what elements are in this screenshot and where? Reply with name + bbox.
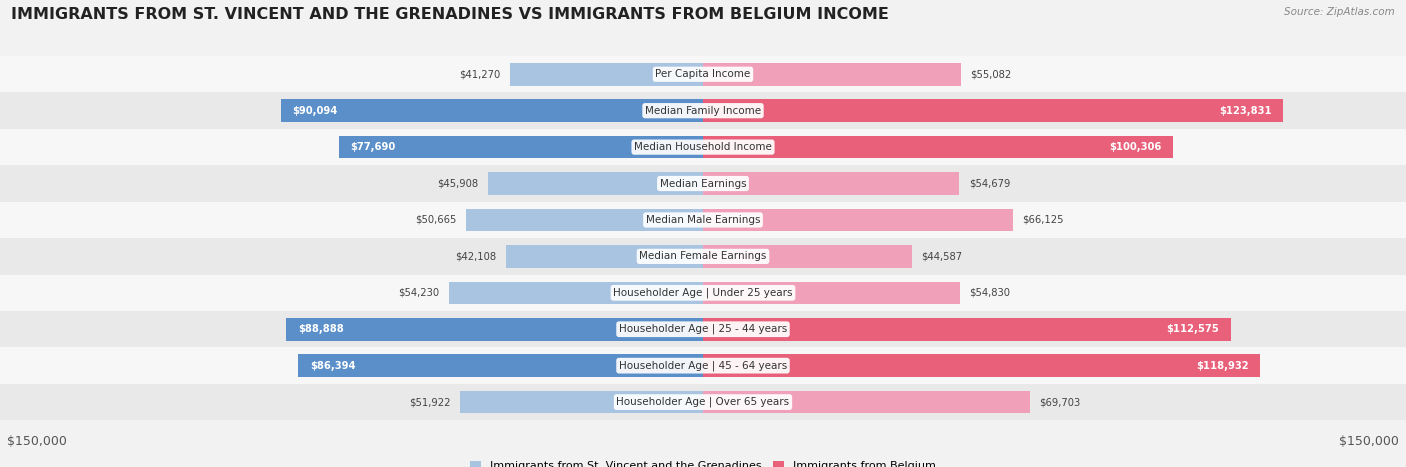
Text: $54,679: $54,679	[969, 178, 1010, 189]
Bar	[703, 282, 960, 304]
Text: Source: ZipAtlas.com: Source: ZipAtlas.com	[1284, 7, 1395, 17]
Bar	[298, 354, 703, 377]
Bar	[0, 165, 1406, 202]
Bar	[703, 99, 1284, 122]
Bar	[449, 282, 703, 304]
Text: Median Male Earnings: Median Male Earnings	[645, 215, 761, 225]
Text: $100,306: $100,306	[1109, 142, 1161, 152]
Bar	[287, 318, 703, 340]
Text: Median Family Income: Median Family Income	[645, 106, 761, 116]
Text: $69,703: $69,703	[1039, 397, 1080, 407]
Bar	[703, 136, 1173, 158]
Bar	[0, 238, 1406, 275]
Text: $118,932: $118,932	[1197, 361, 1249, 371]
Text: $112,575: $112,575	[1166, 324, 1219, 334]
Bar	[703, 391, 1029, 413]
Text: Householder Age | 25 - 44 years: Householder Age | 25 - 44 years	[619, 324, 787, 334]
Text: Householder Age | 45 - 64 years: Householder Age | 45 - 64 years	[619, 361, 787, 371]
Bar	[703, 172, 959, 195]
Bar	[703, 318, 1230, 340]
Text: Median Female Earnings: Median Female Earnings	[640, 251, 766, 262]
Bar	[0, 202, 1406, 238]
Bar	[703, 354, 1260, 377]
Text: $86,394: $86,394	[309, 361, 356, 371]
Bar	[465, 209, 703, 231]
Text: $150,000: $150,000	[7, 435, 67, 448]
Text: $77,690: $77,690	[350, 142, 396, 152]
Text: $54,230: $54,230	[398, 288, 440, 298]
Text: $150,000: $150,000	[1339, 435, 1399, 448]
Bar	[0, 311, 1406, 347]
Bar	[488, 172, 703, 195]
Bar	[0, 347, 1406, 384]
Text: $51,922: $51,922	[409, 397, 450, 407]
Bar	[0, 275, 1406, 311]
Text: Householder Age | Under 25 years: Householder Age | Under 25 years	[613, 288, 793, 298]
Text: Median Earnings: Median Earnings	[659, 178, 747, 189]
Text: $41,270: $41,270	[458, 69, 501, 79]
Bar	[0, 384, 1406, 420]
Bar	[0, 56, 1406, 92]
Text: $90,094: $90,094	[292, 106, 337, 116]
Text: $45,908: $45,908	[437, 178, 478, 189]
Bar	[0, 129, 1406, 165]
Bar	[0, 92, 1406, 129]
Bar	[281, 99, 703, 122]
Bar	[460, 391, 703, 413]
Text: Per Capita Income: Per Capita Income	[655, 69, 751, 79]
Text: IMMIGRANTS FROM ST. VINCENT AND THE GRENADINES VS IMMIGRANTS FROM BELGIUM INCOME: IMMIGRANTS FROM ST. VINCENT AND THE GREN…	[11, 7, 889, 22]
Text: $88,888: $88,888	[298, 324, 344, 334]
Text: $42,108: $42,108	[456, 251, 496, 262]
Bar	[506, 245, 703, 268]
Bar	[339, 136, 703, 158]
Bar	[703, 245, 912, 268]
Text: Householder Age | Over 65 years: Householder Age | Over 65 years	[616, 397, 790, 407]
Text: Median Household Income: Median Household Income	[634, 142, 772, 152]
Legend: Immigrants from St. Vincent and the Grenadines, Immigrants from Belgium: Immigrants from St. Vincent and the Gren…	[470, 461, 936, 467]
Text: $50,665: $50,665	[415, 215, 456, 225]
Text: $66,125: $66,125	[1022, 215, 1064, 225]
Text: $55,082: $55,082	[970, 69, 1012, 79]
Bar	[509, 63, 703, 85]
Text: $44,587: $44,587	[921, 251, 963, 262]
Bar	[703, 63, 962, 85]
Bar	[703, 209, 1012, 231]
Text: $54,830: $54,830	[969, 288, 1011, 298]
Text: $123,831: $123,831	[1219, 106, 1271, 116]
